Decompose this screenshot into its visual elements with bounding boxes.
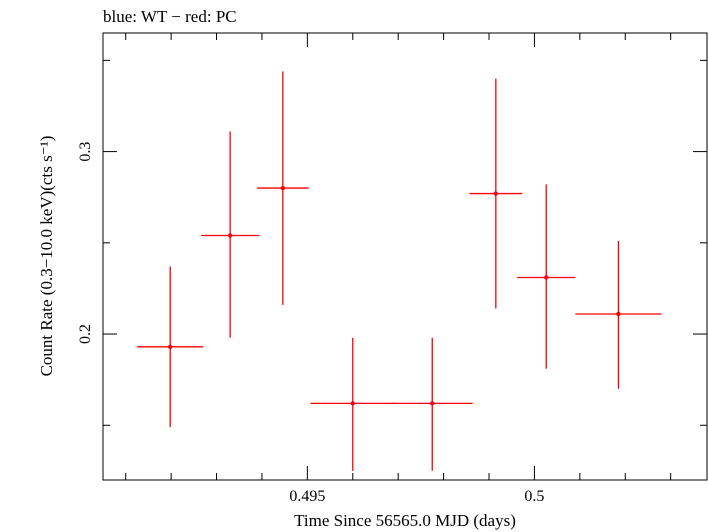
data-point-6 (469, 78, 523, 309)
data-point-3 (256, 71, 309, 305)
x-axis-ticks: 0.495 0.5 (125, 33, 672, 505)
data-marker (350, 401, 355, 406)
data-point-7 (517, 184, 576, 369)
data-marker (430, 401, 435, 406)
data-series-pc (137, 71, 662, 471)
chart-title: blue: WT − red: PC (103, 7, 237, 26)
data-marker (227, 233, 233, 238)
y-axis-label: Count Rate (0.3−10.0 keV)(cts s⁻¹) (37, 136, 56, 377)
data-point-1 (137, 266, 204, 428)
data-marker (168, 344, 173, 350)
data-marker (544, 275, 549, 280)
y-axis-ticks: 0.2 0.3 (77, 59, 707, 426)
data-point-4 (310, 337, 396, 471)
data-point-2 (201, 131, 260, 338)
data-point-8 (575, 240, 662, 389)
data-marker (493, 191, 499, 196)
data-point-5 (391, 337, 473, 471)
x-tick-label: 0.495 (289, 488, 325, 505)
y-tick-label: 0.3 (77, 142, 94, 162)
y-tick-label: 0.2 (77, 324, 94, 344)
x-axis-label: Time Since 56565.0 MJD (days) (294, 511, 516, 530)
data-marker (280, 185, 286, 191)
x-tick-label: 0.5 (524, 488, 544, 505)
plot-frame (102, 32, 708, 481)
data-marker (616, 311, 621, 317)
